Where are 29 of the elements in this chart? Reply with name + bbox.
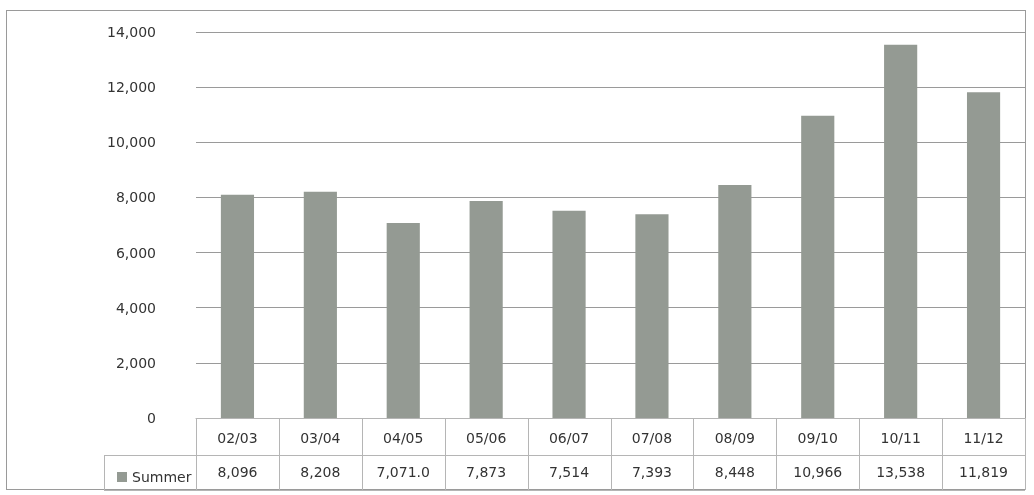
x-tick-label: 07/08 xyxy=(631,430,673,446)
x-tick-label: 03/04 xyxy=(300,430,341,446)
x-tick-label: 11/12 xyxy=(963,430,1004,446)
x-tick-label: 05/06 xyxy=(465,430,507,446)
data-label: 7,071.0 xyxy=(375,463,431,482)
data-label: 7,393 xyxy=(630,463,673,482)
y-tick-label: 12,000 xyxy=(107,79,156,96)
y-tick-label: 10,000 xyxy=(107,134,156,151)
data-label: 13,538 xyxy=(875,463,927,482)
x-tick-label: 08/09 xyxy=(714,430,756,446)
x-tick-label: 10/11 xyxy=(880,430,921,446)
data-label: 8,448 xyxy=(713,463,756,482)
data-label: 11,819 xyxy=(958,463,1010,482)
x-tick-label: 06/07 xyxy=(548,430,590,446)
legend-label: Summer xyxy=(132,469,192,485)
y-tick-label: 14,000 xyxy=(107,24,156,40)
data-label: 8,208 xyxy=(299,463,342,482)
x-tick-label: 04/05 xyxy=(383,430,424,446)
y-tick-label: 0 xyxy=(147,410,156,426)
y-tick-label: 6,000 xyxy=(115,244,156,261)
data-label: 8,096 xyxy=(216,463,259,482)
data-label: 7,873 xyxy=(465,463,508,482)
x-tick-label: 02/03 xyxy=(217,430,258,446)
y-tick-label: 8,000 xyxy=(115,189,156,206)
data-label: 7,514 xyxy=(548,463,591,482)
x-tick-label: 09/10 xyxy=(797,430,838,446)
y-tick-label: 4,000 xyxy=(115,299,156,316)
y-tick-label: 2,000 xyxy=(115,354,156,371)
data-label: 10,966 xyxy=(792,463,844,482)
